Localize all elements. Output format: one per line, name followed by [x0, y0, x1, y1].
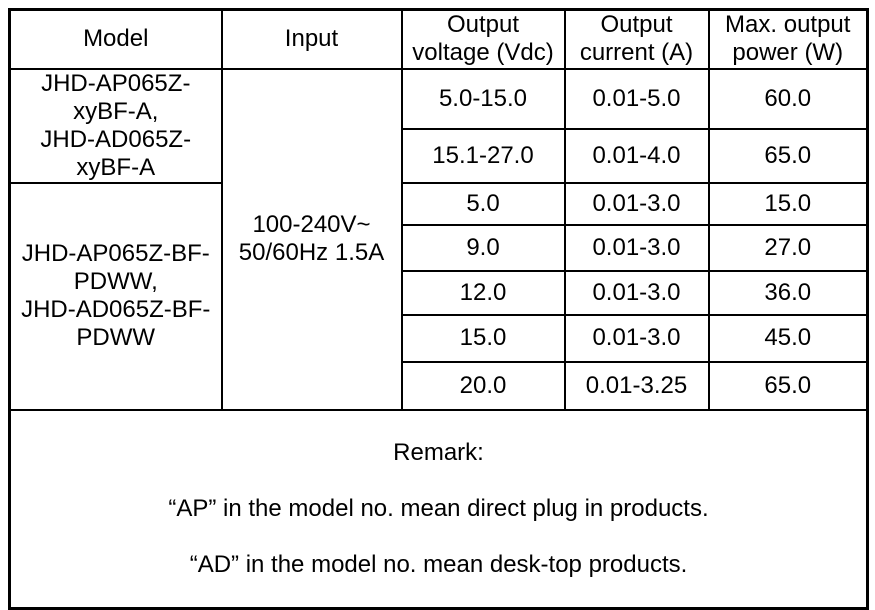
- output-voltage-cell: 20.0: [400, 360, 566, 411]
- remark-title: Remark:: [393, 438, 484, 466]
- model-group-2-cell: JHD-AP065Z-BF- PDWW, JHD-AD065Z-BF- PDWW: [8, 181, 223, 411]
- col-header-output-current: Output current (A): [563, 8, 710, 70]
- output-voltage-cell: 5.0-15.0: [400, 67, 566, 130]
- col-header-input: Input: [220, 8, 403, 70]
- output-current-cell: 0.01-3.0: [563, 181, 710, 226]
- output-current-cell: 0.01-3.0: [563, 313, 710, 363]
- table-row: JHD-AP065Z-BF- PDWW, JHD-AD065Z-BF- PDWW…: [8, 181, 869, 411]
- output-voltage-cell: 5.0: [400, 181, 566, 226]
- remark-line-ap: “AP” in the model no. mean direct plug i…: [168, 494, 709, 522]
- table-row: 15.0 0.01-3.0 45.0: [10, 313, 869, 363]
- table-row: 20.0 0.01-3.25 65.0: [10, 360, 869, 411]
- output-voltage-cell: 9.0: [400, 223, 566, 272]
- input-spec-cell: 100-240V~ 50/60Hz 1.5A: [220, 67, 403, 411]
- output-voltage-cell: 15.1-27.0: [400, 127, 566, 184]
- output-current-cell: 0.01-3.0: [563, 223, 710, 272]
- max-power-cell: 65.0: [707, 127, 869, 184]
- max-power-cell: 15.0: [707, 181, 869, 226]
- header-row: Model Input Output voltage (Vdc) Output …: [8, 8, 869, 70]
- col-header-output-voltage: Output voltage (Vdc): [400, 8, 566, 70]
- remark-line-ad: “AD” in the model no. mean desk-top prod…: [189, 550, 688, 578]
- output-current-cell: 0.01-3.25: [563, 360, 710, 411]
- max-power-cell: 27.0: [707, 223, 869, 272]
- col-header-max-output-power: Max. output power (W): [707, 8, 869, 70]
- output-current-cell: 0.01-5.0: [563, 67, 710, 130]
- model-group-1-cell: JHD-AP065Z- xyBF-A, JHD-AD065Z- xyBF-A: [8, 67, 223, 184]
- remark-row: Remark: “AP” in the model no. mean direc…: [8, 408, 869, 609]
- output-voltage-cell: 12.0: [400, 269, 566, 316]
- max-power-cell: 36.0: [707, 269, 869, 316]
- output-current-cell: 0.01-3.0: [563, 269, 710, 316]
- max-power-cell: 60.0: [707, 67, 869, 130]
- table-row: 9.0 0.01-3.0 27.0: [10, 223, 869, 272]
- table-row: 12.0 0.01-3.0 36.0: [10, 269, 869, 316]
- max-power-cell: 45.0: [707, 313, 869, 363]
- remark-cell: Remark: “AP” in the model no. mean direc…: [8, 408, 869, 609]
- table-row: 15.1-27.0 0.01-4.0 65.0: [10, 127, 869, 184]
- table-row: JHD-AP065Z- xyBF-A, JHD-AD065Z- xyBF-A 1…: [8, 67, 869, 411]
- power-spec-table: Model Input Output voltage (Vdc) Output …: [8, 8, 869, 610]
- output-voltage-cell: 15.0: [400, 313, 566, 363]
- max-power-cell: 65.0: [707, 360, 869, 411]
- output-current-cell: 0.01-4.0: [563, 127, 710, 184]
- col-header-model: Model: [8, 8, 223, 70]
